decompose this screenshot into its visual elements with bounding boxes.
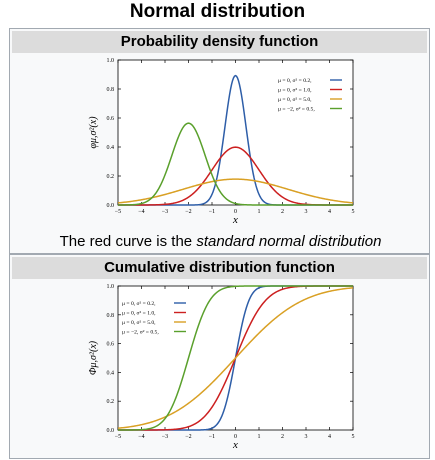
pdf-x-tick-label: 5 bbox=[352, 209, 355, 215]
cdf-y-axis-label: Φμ,σ²(x) bbox=[88, 340, 99, 375]
page-title: Normal distribution bbox=[129, 1, 306, 22]
pdf-series-line-2 bbox=[117, 178, 354, 204]
cdf-chart: −5 −4 −3 −2 −1 0 1 2 3 4 5 0.0 0.2 0.4 0.6 0.8 1.0 x Φμ,σ²… bbox=[88, 284, 355, 451]
pdf-x-axis-label: x bbox=[232, 214, 238, 226]
pdf-x-tick-label: −3 bbox=[162, 209, 168, 215]
pdf-infobox: Probability density function −5 −4 −3 −2 −1 0… bbox=[9, 28, 430, 254]
pdf-x-tick-label: −2 bbox=[185, 209, 191, 215]
cdf-y-tick-label: 0.8 bbox=[107, 313, 115, 319]
pdf-x-tick-label: −4 bbox=[138, 209, 144, 215]
cdf-y-tick-label: 0.4 bbox=[107, 370, 115, 376]
cdf-x-tick-label: −4 bbox=[138, 434, 144, 440]
cdf-y-tick-label: 0.6 bbox=[107, 342, 115, 348]
cdf-x-tick-label: −5 bbox=[115, 434, 121, 440]
cdf-heading: Cumulative distribution function bbox=[12, 257, 427, 279]
cdf-x-axis-label: x bbox=[232, 439, 238, 451]
pdf-y-tick-label: 0.0 bbox=[107, 203, 115, 209]
pdf-x-tick-label: 3 bbox=[305, 209, 308, 215]
cdf-legend-entry-0: μ = 0, σ² = 0.2, bbox=[122, 301, 156, 307]
pdf-y-axis-label: φμ,σ²(x) bbox=[88, 116, 99, 149]
cdf-x-tick-label: 5 bbox=[352, 434, 355, 440]
pdf-legend-entry-0: μ = 0, σ² = 0.2, bbox=[278, 78, 312, 84]
caption-text: The red curve is the bbox=[59, 233, 197, 250]
pdf-x-tick-label: 1 bbox=[258, 209, 261, 215]
pdf-legend-entry-2: μ = 0, σ² = 5.0, bbox=[278, 97, 312, 103]
cdf-y-tick-label: 0.0 bbox=[107, 428, 115, 434]
pdf-heading: Probability density function bbox=[12, 31, 427, 53]
pdf-y-tick-label: 0.8 bbox=[107, 87, 115, 93]
pdf-x-tick-label: −5 bbox=[115, 209, 121, 215]
cdf-x-tick-label: 2 bbox=[281, 434, 284, 440]
pdf-x-tick-label: 4 bbox=[328, 209, 331, 215]
cdf-y-tick-label: 0.2 bbox=[107, 399, 115, 405]
pdf-y-tick-label: 0.2 bbox=[107, 174, 115, 180]
cdf-x-tick-label: 4 bbox=[328, 434, 331, 440]
pdf-plot-frame bbox=[117, 59, 354, 206]
pdf-chart: −5 −4 −3 −2 −1 0 1 2 3 4 5 0.0 0.2 0.4 0.6 0.8 1.0 x φμ,σ²… bbox=[88, 58, 355, 226]
cdf-x-tick-label: 1 bbox=[258, 434, 261, 440]
cdf-series-line-3 bbox=[118, 285, 353, 431]
cdf-legend-entry-3: μ = −2, σ² = 0.5, bbox=[122, 330, 159, 336]
pdf-y-tick-label: 0.4 bbox=[107, 145, 115, 151]
cdf-x-tick-label: 0 bbox=[234, 434, 237, 440]
pdf-y-tick-label: 1.0 bbox=[107, 58, 115, 64]
pdf-legend-entry-1: μ = 0, σ² = 1.0, bbox=[278, 88, 312, 94]
cdf-x-tick-label: 3 bbox=[305, 434, 308, 440]
caption-emphasis: standard normal distribution bbox=[196, 233, 382, 250]
pdf-series-line-3 bbox=[118, 122, 353, 206]
cdf-x-tick-label: −1 bbox=[209, 434, 215, 440]
cdf-series-line-2 bbox=[117, 287, 354, 429]
pdf-x-tick-label: −1 bbox=[209, 209, 215, 215]
pdf-x-tick-label: 2 bbox=[281, 209, 284, 215]
pdf-legend-entry-3: μ = −2, σ² = 0.5, bbox=[278, 107, 315, 113]
cdf-y-tick-label: 1.0 bbox=[107, 284, 115, 290]
pdf-caption: The red curve is the standard normal dis… bbox=[10, 233, 431, 250]
pdf-y-tick-label: 0.6 bbox=[107, 116, 115, 122]
cdf-x-tick-label: −2 bbox=[185, 434, 191, 440]
cdf-legend-entry-2: μ = 0, σ² = 5.0, bbox=[122, 320, 156, 326]
cdf-x-tick-label: −3 bbox=[162, 434, 168, 440]
cdf-legend-entry-1: μ = 0, σ² = 1.0, bbox=[122, 311, 156, 317]
cdf-infobox: Cumulative distribution function −5 −4 −3−… bbox=[9, 254, 430, 459]
pdf-x-tick-label: 0 bbox=[234, 209, 237, 215]
